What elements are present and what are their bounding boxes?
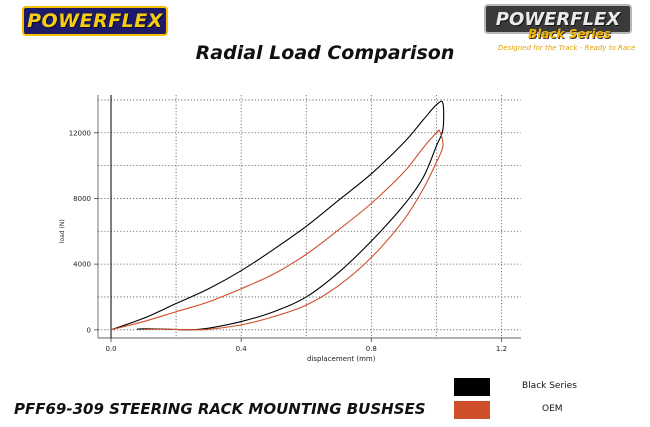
legend-label-black-series: Black Series: [522, 381, 577, 391]
powerflex-logo-text: POWERFLEX: [27, 10, 163, 32]
black-series-logo-text: POWERFLEX: [495, 8, 621, 30]
series-line-black-series: [110, 100, 445, 331]
product-title: PFF69-309 STEERING RACK MOUNTING BUSHSES: [14, 400, 426, 418]
y-tick-label: 0: [87, 326, 91, 334]
black-series-logo-tagline: Designed for the Track - Ready to Race: [498, 44, 636, 52]
x-tick-label: 1.2: [496, 345, 507, 353]
x-tick-label: 0.8: [366, 345, 377, 353]
black-series-logo-subtitle: Black Series: [528, 27, 611, 41]
legend-item-black-series: Black Series: [454, 378, 594, 396]
y-tick-label: 4000: [73, 261, 91, 269]
x-tick-label: 0.4: [236, 345, 248, 353]
legend-swatch-oem: [454, 401, 490, 419]
legend: Black Series OEM: [454, 378, 594, 422]
y-tick-label: 8000: [73, 195, 91, 203]
legend-swatch-black-series: [454, 378, 490, 396]
axis-layer: 0.0 0.4 0.8 1.2 0 4000 8000 12000: [69, 95, 521, 353]
x-axis-label: displacement (mm): [307, 355, 376, 363]
series-line-oem: [110, 129, 444, 331]
chart-title: Radial Load Comparison: [195, 42, 455, 64]
y-axis-label: load (N): [59, 219, 66, 243]
legend-label-oem: OEM: [542, 404, 563, 414]
series-layer: [110, 100, 445, 331]
black-series-logo-badge: POWERFLEX: [484, 4, 632, 34]
x-tick-label: 0.0: [105, 345, 116, 353]
legend-item-oem: OEM: [454, 401, 594, 419]
y-tick-label: 12000: [69, 129, 91, 137]
powerflex-logo: POWERFLEX: [22, 6, 168, 36]
grid-layer: [98, 95, 521, 338]
powerflex-black-series-logo: POWERFLEX Black Series Designed for the …: [484, 4, 636, 54]
